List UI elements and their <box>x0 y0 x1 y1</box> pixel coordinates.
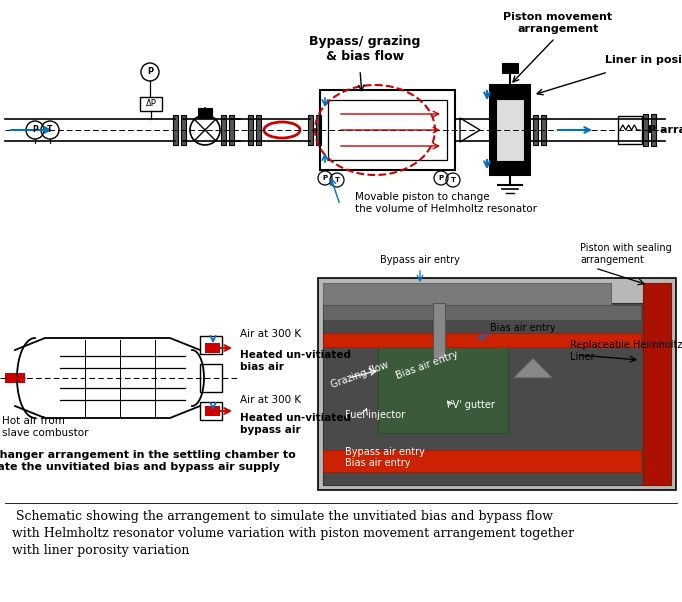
Text: Air at 300 K: Air at 300 K <box>240 329 301 339</box>
Text: T: T <box>451 177 456 183</box>
Bar <box>323 283 611 308</box>
Bar <box>323 450 641 472</box>
Bar <box>320 90 455 170</box>
Bar <box>140 97 162 111</box>
Text: Heated un-vitiated
bypass air: Heated un-vitiated bypass air <box>240 413 351 435</box>
Bar <box>378 343 508 433</box>
Polygon shape <box>513 358 553 378</box>
Text: Hot air from
slave combustor: Hot air from slave combustor <box>2 416 89 438</box>
Bar <box>198 108 212 118</box>
Bar <box>316 115 321 145</box>
Text: Bias air entry: Bias air entry <box>345 458 411 468</box>
Bar <box>205 343 220 353</box>
Bar <box>490 85 530 175</box>
Bar <box>248 115 252 145</box>
Bar <box>173 115 177 145</box>
Bar <box>618 116 642 144</box>
Bar <box>328 100 447 160</box>
Bar <box>433 303 445 358</box>
Bar <box>200 336 222 354</box>
Text: P: P <box>147 67 153 76</box>
Polygon shape <box>460 118 480 142</box>
Text: T: T <box>47 125 53 134</box>
Text: ΔP: ΔP <box>145 99 156 108</box>
Bar <box>200 402 222 420</box>
Bar <box>496 99 524 161</box>
Bar <box>323 305 641 320</box>
Bar <box>323 333 641 347</box>
Text: P: P <box>32 125 38 134</box>
Bar <box>533 115 537 145</box>
Text: Fuel injector: Fuel injector <box>345 410 405 420</box>
Bar <box>651 114 655 146</box>
Text: Grazing flow: Grazing flow <box>330 360 391 390</box>
Bar <box>643 283 671 485</box>
Text: Liner in position: Liner in position <box>605 55 682 65</box>
Text: P: P <box>323 175 327 181</box>
Bar <box>502 63 518 73</box>
Bar <box>541 115 546 145</box>
Text: P: P <box>439 175 443 181</box>
Text: Piston with sealing
arrangement: Piston with sealing arrangement <box>580 243 672 265</box>
Bar <box>642 114 647 146</box>
Text: Schematic showing the arrangement to simulate the unvitiated bias and bypass flo: Schematic showing the arrangement to sim… <box>12 510 553 523</box>
Text: Bias air entry: Bias air entry <box>395 349 460 381</box>
Bar <box>323 303 646 485</box>
Bar <box>308 115 312 145</box>
Text: Bypass air entry: Bypass air entry <box>345 447 425 457</box>
Text: Heat exchanger arrangement in the settling chamber to: Heat exchanger arrangement in the settli… <box>0 450 295 460</box>
Text: Bypass/ grazing
& bias flow: Bypass/ grazing & bias flow <box>310 35 421 63</box>
Text: Heated un-vitiated
bias air: Heated un-vitiated bias air <box>240 350 351 371</box>
Text: with liner porosity variation: with liner porosity variation <box>12 544 190 557</box>
Text: P array: P array <box>648 125 682 135</box>
Text: Bypass air entry: Bypass air entry <box>380 255 460 265</box>
Bar <box>205 406 220 416</box>
Text: with Helmholtz resonator volume variation with piston movement arrangement toget: with Helmholtz resonator volume variatio… <box>12 527 574 540</box>
Bar <box>200 364 222 392</box>
Bar <box>228 115 233 145</box>
Bar <box>181 115 186 145</box>
Bar <box>5 373 25 383</box>
Bar <box>318 278 676 490</box>
Text: generate the unvitiated bias and bypass air supply: generate the unvitiated bias and bypass … <box>0 462 280 472</box>
Text: 'V' gutter: 'V' gutter <box>450 400 495 410</box>
Text: Bias air entry: Bias air entry <box>490 323 556 333</box>
Bar <box>256 115 261 145</box>
Text: T: T <box>334 177 340 183</box>
Circle shape <box>190 115 220 145</box>
Text: Piston movement
arrangement: Piston movement arrangement <box>503 12 612 34</box>
Text: Replaceable Helmholtz
Liner: Replaceable Helmholtz Liner <box>570 340 682 362</box>
Bar <box>220 115 226 145</box>
Text: Movable piston to change
the volume of Helmholtz resonator: Movable piston to change the volume of H… <box>355 192 537 214</box>
Text: Air at 300 K: Air at 300 K <box>240 395 301 405</box>
